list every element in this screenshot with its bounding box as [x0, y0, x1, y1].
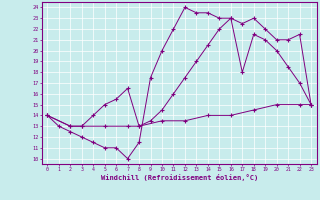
X-axis label: Windchill (Refroidissement éolien,°C): Windchill (Refroidissement éolien,°C) [100, 174, 258, 181]
